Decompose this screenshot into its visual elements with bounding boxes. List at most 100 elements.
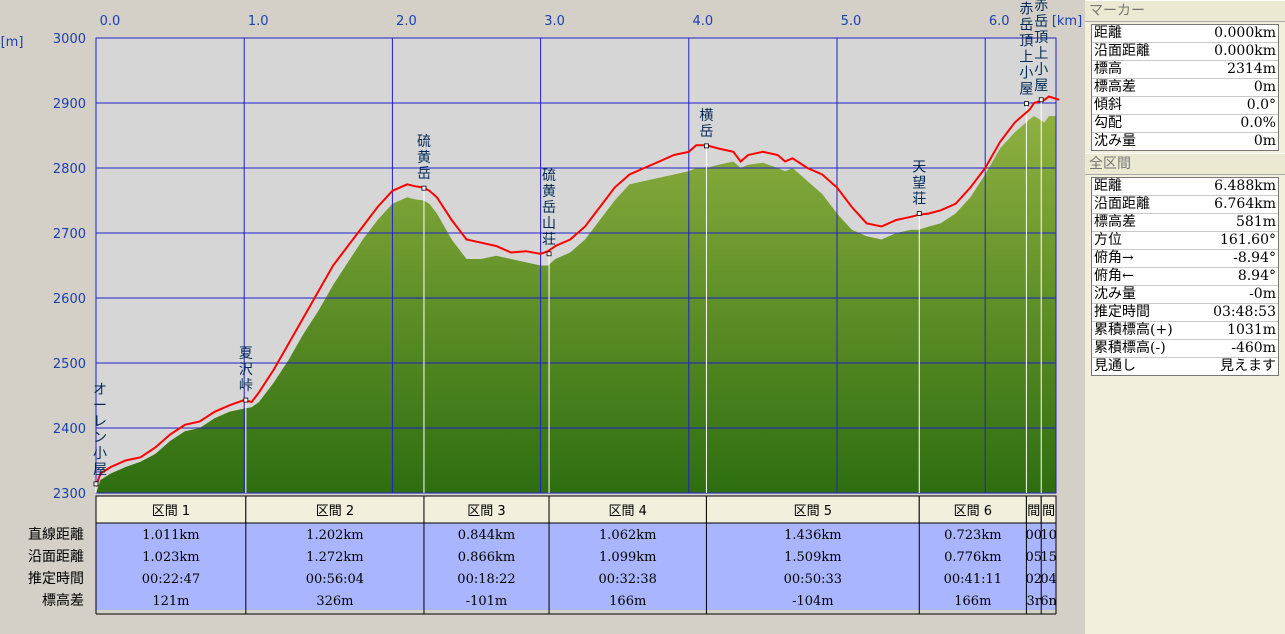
marker-point[interactable]: [93, 481, 99, 487]
segment-header-label: 区間 3: [467, 504, 505, 519]
segment-row-label: 直線距離: [28, 526, 84, 543]
segment-value: -104m: [792, 594, 834, 609]
marker-label-char: 黄: [542, 183, 556, 200]
total-row-label: 距離: [1094, 178, 1122, 194]
marker-label-char: オ: [93, 382, 107, 398]
total-row-value: 1031m: [1227, 322, 1276, 338]
marker-row-value: 2314m: [1227, 61, 1276, 77]
segment-value: 3r: [1027, 594, 1042, 609]
segment-header-label: 区間 6: [954, 504, 992, 519]
total-row-value: 03:48:53: [1213, 304, 1276, 320]
segment-value: 166m: [609, 594, 646, 609]
segment-header-cell[interactable]: [918, 495, 1027, 524]
segment-value: 1.011km: [142, 528, 199, 543]
segment-value: 04: [1040, 572, 1057, 587]
marker-label-char: 峠: [239, 378, 253, 394]
info-panel: マーカー 距離 0.000km 沿面距離 0.000km 標高 2314m 標高差 0m 傾斜 0…: [1085, 0, 1285, 634]
x-unit-label: [km]: [1052, 14, 1082, 29]
segment-value: 166m: [954, 594, 991, 609]
segment-value: 0.866km: [458, 550, 515, 565]
x-tick-label: 2.0: [396, 14, 417, 29]
segment-value: 1.023km: [142, 550, 199, 565]
segment-header-label: 間: [1042, 504, 1055, 519]
marker-label-char: 硫: [542, 168, 556, 184]
total-row-label: 累積標高(+): [1094, 322, 1173, 338]
total-row-label: 沿面距離: [1094, 196, 1150, 212]
marker-point[interactable]: [1038, 97, 1044, 103]
marker-label-char: 横: [699, 108, 713, 124]
segment-value: 15: [1040, 550, 1057, 565]
marker-row: 勾配 0.0%: [1092, 115, 1278, 133]
total-row-label: 方位: [1094, 232, 1122, 248]
marker-row: 距離 0.000km: [1092, 25, 1278, 43]
marker-label-char: 頂: [1034, 30, 1048, 46]
total-row: 見通し 見えます: [1092, 358, 1278, 375]
segment-header-label: 区間 5: [794, 504, 832, 519]
marker-row: 沈み量 0m: [1092, 133, 1278, 150]
marker-point[interactable]: [243, 397, 249, 403]
marker-row-label: 沿面距離: [1094, 43, 1150, 59]
marker-label-char: 屋: [93, 462, 107, 478]
x-tick-label: 3.0: [544, 14, 565, 29]
marker-label-char: 荘: [542, 232, 556, 248]
segment-value: 0.844km: [458, 528, 515, 543]
marker-row-value: 0.000km: [1214, 25, 1276, 41]
total-row-value: -8.94°: [1233, 250, 1276, 266]
y-tick-label: 2500: [53, 357, 86, 372]
segment-header-cell[interactable]: [245, 495, 425, 524]
y-tick-label: 2300: [53, 487, 86, 502]
segment-value: 0.776km: [944, 550, 1001, 565]
segment-header-cell[interactable]: [705, 495, 920, 524]
total-row-label: 俯角→: [1094, 250, 1134, 266]
marker-row-value: 0m: [1253, 79, 1276, 95]
marker-label-char: 沢: [239, 362, 253, 378]
segment-value: 1.272km: [306, 550, 363, 565]
segment-table-body: [96, 523, 1056, 610]
y-tick-label: 2600: [53, 292, 86, 307]
total-row: 沈み量 -0m: [1092, 286, 1278, 304]
marker-row-label: 標高差: [1094, 79, 1136, 95]
marker-point[interactable]: [1023, 101, 1029, 107]
segment-value: 00:50:33: [784, 572, 842, 587]
marker-row-label: 沈み量: [1094, 133, 1136, 149]
segment-row-label: 推定時間: [28, 571, 84, 587]
marker-info-list: 距離 0.000km 沿面距離 0.000km 標高 2314m 標高差 0m 傾斜 0.0° 勾配…: [1091, 24, 1279, 151]
segment-value: 00: [1026, 528, 1043, 543]
segment-header-cell[interactable]: [423, 495, 550, 524]
total-row: 標高差 581m: [1092, 214, 1278, 232]
x-tick-label: 6.0: [989, 14, 1010, 29]
segment-row-label: 沿面距離: [28, 548, 84, 565]
marker-point[interactable]: [916, 211, 922, 216]
segment-value: 326m: [316, 594, 353, 609]
marker-label-char: 岳: [1019, 18, 1033, 34]
marker-label-char: 屋: [1034, 78, 1048, 94]
marker-label-char: 硫: [417, 134, 431, 150]
marker-label-char: 小: [1034, 62, 1048, 78]
y-tick-label: 2800: [53, 162, 86, 177]
segment-value: 6n: [1040, 594, 1057, 609]
marker-point[interactable]: [546, 251, 552, 257]
marker-label-char: 赤: [1034, 0, 1048, 14]
segment-value: 0.723km: [944, 528, 1001, 543]
marker-point[interactable]: [704, 143, 709, 149]
marker-row: 傾斜 0.0°: [1092, 97, 1278, 115]
marker-row-value: 0m: [1253, 133, 1276, 149]
total-row: 距離 6.488km: [1092, 178, 1278, 196]
segment-value: 00:18:22: [457, 572, 515, 587]
marker-label-char: 屋: [1019, 82, 1033, 98]
y-tick-label: 2900: [53, 97, 86, 112]
marker-row-value: 0.000km: [1214, 43, 1276, 59]
elevation-profile-chart[interactable]: 0.0 1.0 2.0 3.0 4.0 5.0 6.0 [km] [m] 3000 2900 2800…: [0, 0, 1085, 634]
x-tick-label: 5.0: [841, 14, 862, 29]
marker-row-label: 標高: [1094, 61, 1122, 77]
marker-point[interactable]: [421, 185, 427, 191]
terrain-area: [96, 116, 1060, 493]
marker-label-char: 上: [1034, 46, 1048, 62]
marker-label-char: 黄: [417, 149, 431, 166]
marker-label-char: 上: [1019, 50, 1033, 66]
segment-header-cell[interactable]: [95, 495, 247, 524]
total-row-label: 推定時間: [1094, 304, 1150, 320]
segment-value: 02: [1026, 572, 1043, 587]
y-tick-label: 3000: [53, 32, 86, 47]
segment-header-cell[interactable]: [548, 495, 707, 524]
